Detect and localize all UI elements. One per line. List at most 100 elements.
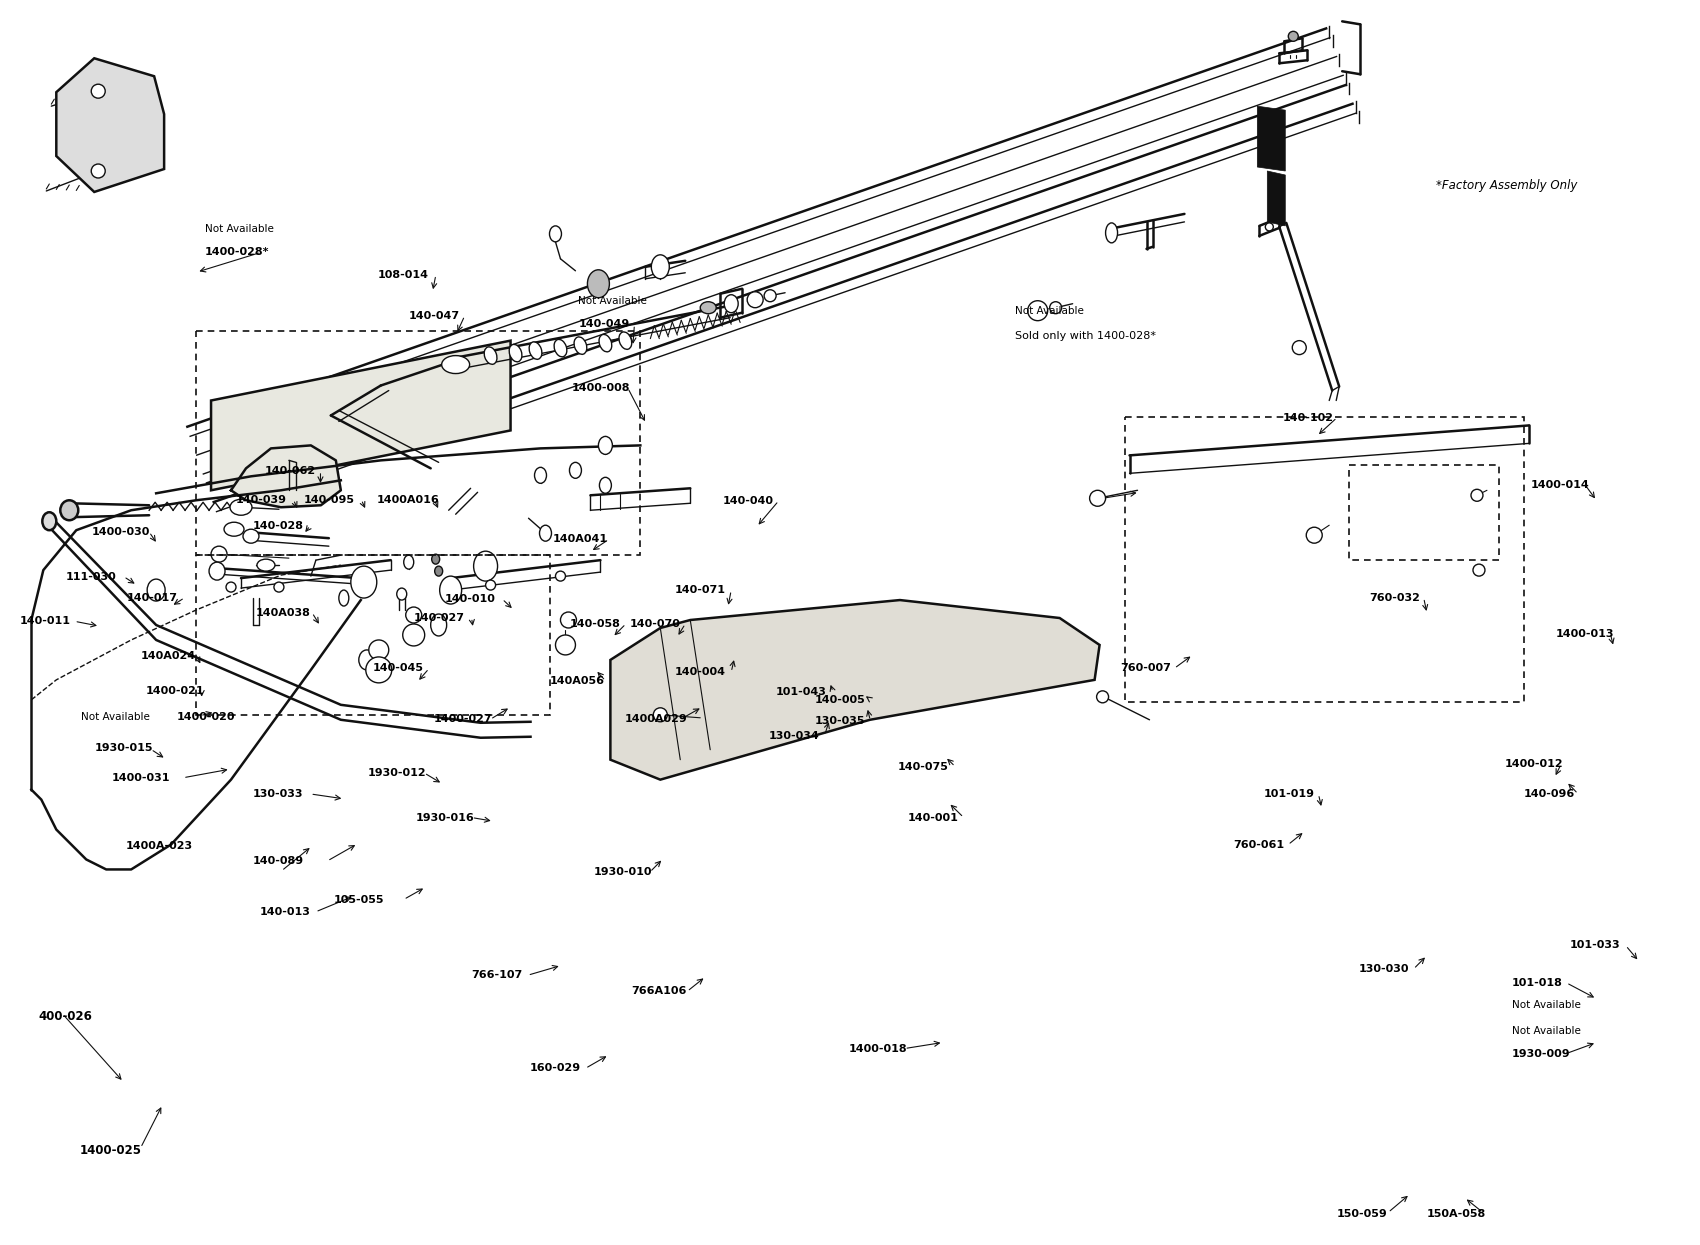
Text: Not Available: Not Available	[1511, 1026, 1581, 1036]
Text: 1400-028*: 1400-028*	[206, 248, 270, 258]
Text: 101-018: 101-018	[1511, 977, 1562, 987]
Ellipse shape	[700, 301, 716, 314]
Bar	[1350, 466, 1499, 560]
Bar	[1125, 417, 1523, 702]
Ellipse shape	[92, 164, 105, 178]
Ellipse shape	[484, 347, 496, 365]
Text: 140A041: 140A041	[552, 534, 609, 544]
Text: 140-058: 140-058	[570, 619, 620, 629]
Ellipse shape	[396, 588, 406, 600]
Text: 130-034: 130-034	[768, 731, 819, 741]
Ellipse shape	[1090, 491, 1105, 507]
Ellipse shape	[1472, 564, 1486, 576]
Text: 160-029: 160-029	[529, 1063, 580, 1073]
Ellipse shape	[403, 624, 425, 646]
Ellipse shape	[257, 559, 275, 571]
Ellipse shape	[1306, 527, 1323, 543]
Ellipse shape	[575, 337, 586, 355]
Text: 108-014: 108-014	[377, 270, 428, 280]
Text: 1400A016: 1400A016	[376, 494, 439, 504]
Ellipse shape	[598, 335, 612, 352]
Text: 766-107: 766-107	[471, 970, 524, 980]
Ellipse shape	[724, 295, 738, 312]
Text: 101-019: 101-019	[1265, 789, 1316, 799]
Text: 140-028: 140-028	[253, 520, 304, 530]
Polygon shape	[56, 59, 165, 192]
Text: 140A024: 140A024	[141, 651, 196, 661]
Text: 105-055: 105-055	[333, 894, 384, 905]
Text: 101-043: 101-043	[775, 687, 826, 697]
Text: Not Available: Not Available	[1015, 306, 1083, 316]
Ellipse shape	[243, 529, 258, 543]
Text: 1400-031: 1400-031	[112, 773, 170, 783]
Bar	[196, 331, 641, 555]
Text: 1400-008: 1400-008	[571, 382, 631, 392]
Text: 150-059: 150-059	[1338, 1209, 1387, 1219]
Ellipse shape	[748, 291, 763, 308]
Text: 140-013: 140-013	[260, 906, 309, 916]
Text: 140-062: 140-062	[265, 466, 316, 476]
Ellipse shape	[534, 467, 546, 483]
Ellipse shape	[60, 500, 78, 520]
Text: Sold only with 1400-028*: Sold only with 1400-028*	[1015, 330, 1156, 341]
Bar	[196, 555, 551, 715]
Text: 140-075: 140-075	[898, 762, 949, 772]
Text: 130-035: 130-035	[814, 716, 865, 726]
Text: 1400-030: 1400-030	[92, 527, 150, 537]
Ellipse shape	[148, 579, 165, 601]
Text: 140-005: 140-005	[814, 695, 865, 705]
Text: 140A056: 140A056	[549, 676, 605, 686]
Ellipse shape	[529, 342, 542, 360]
Ellipse shape	[1049, 301, 1062, 314]
Text: 1400A029: 1400A029	[624, 715, 687, 725]
Ellipse shape	[224, 522, 245, 537]
Ellipse shape	[1265, 223, 1273, 230]
Polygon shape	[1266, 171, 1285, 225]
Ellipse shape	[561, 613, 576, 627]
Ellipse shape	[274, 583, 284, 593]
Text: 1930-010: 1930-010	[593, 868, 653, 878]
Text: 130-033: 130-033	[253, 789, 303, 799]
Ellipse shape	[588, 270, 609, 298]
Text: 140-096: 140-096	[1523, 789, 1574, 799]
Ellipse shape	[403, 555, 413, 569]
Text: 1400-021: 1400-021	[146, 686, 204, 696]
Ellipse shape	[651, 255, 670, 279]
Ellipse shape	[226, 583, 236, 593]
Text: 140-095: 140-095	[304, 494, 355, 504]
Text: 140-089: 140-089	[253, 857, 304, 867]
Text: 140-004: 140-004	[675, 667, 726, 677]
Ellipse shape	[653, 708, 668, 722]
Ellipse shape	[1289, 31, 1299, 41]
Text: 140-017: 140-017	[128, 593, 178, 603]
Ellipse shape	[440, 576, 462, 604]
Text: 101-033: 101-033	[1569, 940, 1620, 950]
Text: Not Available: Not Available	[82, 712, 150, 722]
Text: 760-007: 760-007	[1120, 664, 1171, 674]
Text: 760-032: 760-032	[1368, 593, 1419, 603]
Text: 1400-018: 1400-018	[848, 1043, 906, 1053]
Text: 140-045: 140-045	[372, 664, 423, 674]
Text: 140-011: 140-011	[20, 616, 71, 626]
Ellipse shape	[1292, 341, 1306, 355]
Text: 1930-009: 1930-009	[1511, 1048, 1571, 1058]
Text: 766A106: 766A106	[631, 986, 687, 996]
Text: 140-071: 140-071	[675, 585, 726, 595]
Ellipse shape	[554, 340, 566, 357]
Text: 1400-027: 1400-027	[434, 715, 493, 725]
Ellipse shape	[369, 640, 389, 660]
Ellipse shape	[442, 356, 469, 374]
Text: 1930-012: 1930-012	[367, 768, 427, 778]
Text: 140A038: 140A038	[257, 608, 311, 618]
Ellipse shape	[209, 563, 224, 580]
Ellipse shape	[474, 552, 498, 581]
Text: 111-030: 111-030	[66, 571, 117, 581]
Ellipse shape	[556, 635, 575, 655]
Text: 140-049: 140-049	[578, 320, 629, 330]
Text: 1400-012: 1400-012	[1504, 759, 1564, 769]
Ellipse shape	[763, 290, 777, 301]
Text: 150A-058: 150A-058	[1426, 1209, 1486, 1219]
Ellipse shape	[486, 580, 496, 590]
Ellipse shape	[539, 525, 551, 542]
Ellipse shape	[435, 566, 442, 576]
